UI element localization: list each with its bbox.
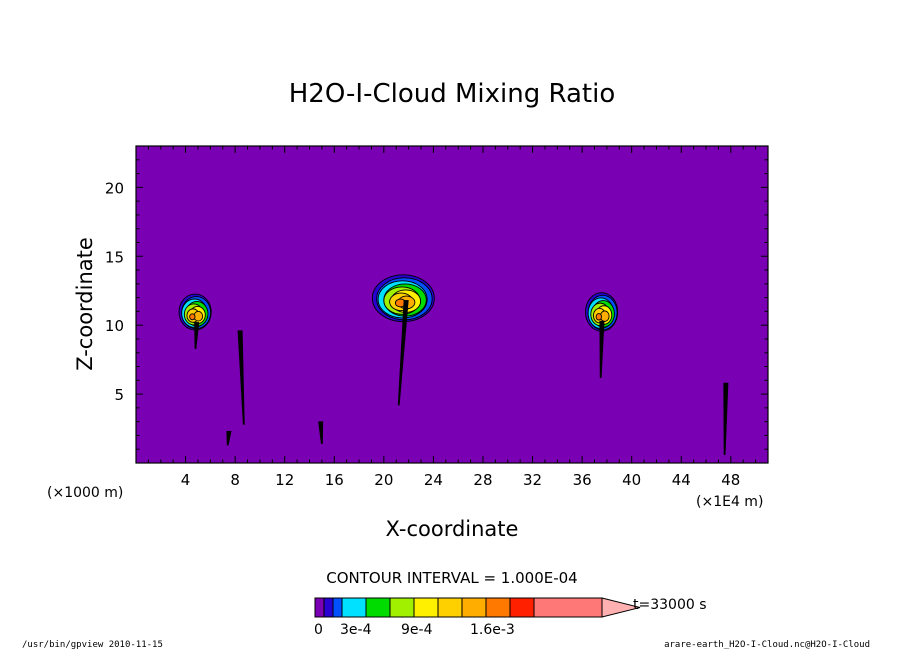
filament-5 [723, 382, 729, 456]
x-tick-label: 8 [230, 471, 240, 489]
x-tick-label: 12 [275, 471, 294, 489]
filament-7 [318, 421, 324, 445]
x-tick-label: 16 [325, 471, 344, 489]
colorbar-cell [437, 597, 463, 618]
x-tick-label: 32 [523, 471, 542, 489]
colorbar-tick-label: 1.6e-3 [470, 622, 515, 638]
plot-background [136, 146, 768, 463]
y-tick-label: 15 [105, 248, 124, 266]
colorbar-cell [413, 597, 439, 618]
filament-2 [237, 330, 245, 425]
colorbar-cell [314, 597, 325, 618]
colorbar: 0 3e-4 9e-4 1.6e-3 [314, 597, 641, 638]
cloud-3-level-9 [595, 313, 602, 321]
x-tick-label: 40 [622, 471, 641, 489]
y-tick-label: 10 [105, 317, 124, 335]
colorbar-cell [533, 597, 603, 618]
time-label: t=33000 s [633, 597, 707, 613]
colorbar-tick-label: 3e-4 [340, 622, 372, 638]
filament-3 [397, 300, 409, 406]
colorbar-cell [389, 597, 415, 618]
x-scale-label: (×1000 m) [47, 485, 123, 501]
footer-left: /usr/bin/gpview 2010-11-15 [22, 640, 163, 650]
filament-1 [194, 322, 200, 349]
colorbar-cell [365, 597, 391, 618]
filament-4 [599, 320, 605, 378]
y-axis-label: Z-coordinate [73, 237, 97, 371]
colorbar-cell [485, 597, 511, 618]
x-tick-label: 24 [424, 471, 443, 489]
colorbar-cell [332, 597, 343, 618]
y-tick-label: 5 [114, 386, 124, 404]
y-tick-label: 20 [105, 179, 124, 197]
cloud-1-level-9 [189, 313, 196, 321]
plot-frame [135, 145, 769, 464]
colorbar-tick-label: 0 [314, 622, 323, 638]
footer-right: arare-earth_H2O-I-Cloud.nc@H2O-I-Cloud [664, 640, 870, 650]
x-tick-label: 36 [573, 471, 592, 489]
x-axis-label: X-coordinate [386, 517, 519, 541]
filament-6 [226, 431, 232, 446]
chart-title: H2O-I-Cloud Mixing Ratio [289, 79, 616, 109]
contour-group [178, 274, 729, 456]
x-tick-label: 20 [374, 471, 393, 489]
colorbar-cell [323, 597, 334, 618]
x-extra-unit-label: (×1E4 m) [696, 494, 763, 510]
plot-area [136, 146, 768, 463]
colorbar-cell [509, 597, 535, 618]
colorbar-arrow [601, 597, 641, 618]
colorbar-cell [341, 597, 367, 618]
colorbar-cell [461, 597, 487, 618]
x-tick-label: 4 [181, 471, 191, 489]
x-tick-label: 44 [672, 471, 691, 489]
contour-interval-text: CONTOUR INTERVAL = 1.000E-04 [326, 569, 577, 587]
x-tick-label: 48 [721, 471, 740, 489]
colorbar-tick-label: 9e-4 [401, 622, 433, 638]
x-tick-label: 28 [473, 471, 492, 489]
